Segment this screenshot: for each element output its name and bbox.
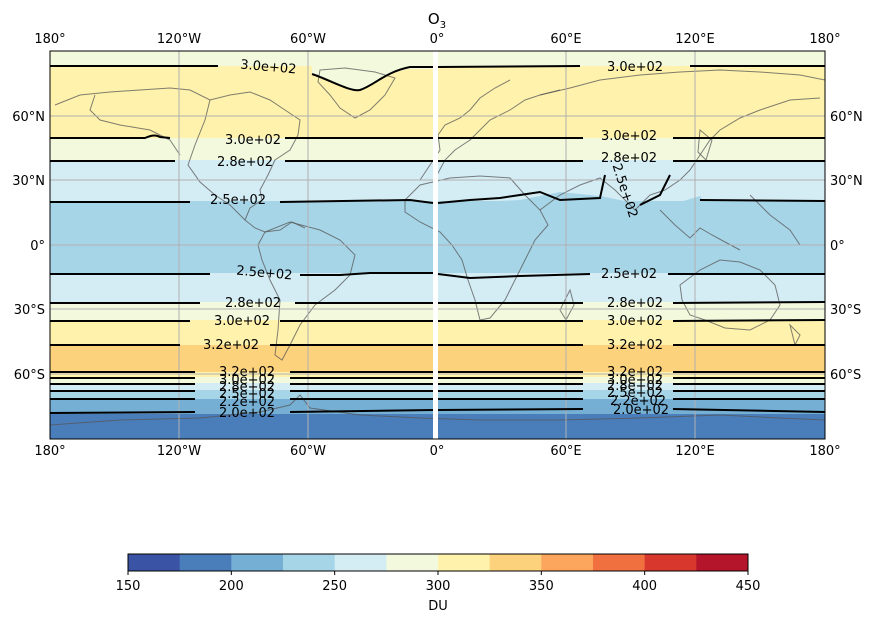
colorbar-tick-label: 250 xyxy=(322,579,347,594)
lon-tick: 0° xyxy=(430,444,445,459)
lon-tick: 180° xyxy=(34,444,65,459)
colorbar-swatch xyxy=(179,554,232,571)
meridian-seam xyxy=(433,51,438,439)
lon-ticks-top: 180° 120°W 60°W 0° 60°E 120°E 180° xyxy=(34,32,840,47)
lat-tick: 30°S xyxy=(14,303,45,318)
lat-tick: 30°S xyxy=(830,303,861,318)
lat-tick: 30°N xyxy=(12,174,45,189)
lat-tick: 60°S xyxy=(14,368,45,383)
colorbar-swatch xyxy=(438,554,491,571)
contour-labels: 3.0e+02 3.0e+02 3.0e+02 3.0e+02 2.8e+02 … xyxy=(203,58,669,421)
contour-label: 2.5e+02 xyxy=(236,264,293,284)
contour-label: 2.8e+02 xyxy=(219,380,275,395)
contour-label: 2.0e+02 xyxy=(613,403,669,418)
colorbar-swatch xyxy=(644,554,697,571)
contour-label: 3.0e+02 xyxy=(240,58,297,78)
colorbar-tick-label: 150 xyxy=(116,579,141,594)
lon-tick: 60°E xyxy=(550,32,581,47)
colorbar-swatch xyxy=(334,554,387,571)
contour-label: 3.0e+02 xyxy=(607,314,663,329)
colorbar-tick-label: 350 xyxy=(529,579,554,594)
contour-label: 2.5e+02 xyxy=(607,386,663,401)
lon-tick: 180° xyxy=(809,444,840,459)
colorbar-swatch xyxy=(541,554,594,571)
contour-label: 2.2e+02 xyxy=(610,394,666,409)
colorbar-ticks: 150 200 250 300 350 400 450 xyxy=(116,571,761,594)
lon-tick: 120°E xyxy=(675,444,715,459)
colorbar-swatches xyxy=(128,554,749,571)
contour-label: 2.8e+02 xyxy=(607,296,663,311)
contour-label: 3.2e+02 xyxy=(203,338,259,353)
lon-tick: 180° xyxy=(809,32,840,47)
colorbar-swatch xyxy=(128,554,181,571)
lat-ticks-right: 60°N 30°N 0° 30°S 60°S xyxy=(830,110,863,383)
chart-title: O3 xyxy=(428,10,446,31)
lon-ticks-bottom: 180° 120°W 60°W 0° 60°E 120°E 180° xyxy=(34,444,840,459)
colorbar-tick-label: 200 xyxy=(219,579,244,594)
lon-tick: 0° xyxy=(430,32,445,47)
lon-tick: 60°E xyxy=(550,444,581,459)
map-frame xyxy=(49,50,826,440)
colorbar-tick-label: 450 xyxy=(736,579,761,594)
lon-tick: 120°W xyxy=(157,32,201,47)
lat-ticks-left: 60°N 30°N 0° 30°S 60°S xyxy=(12,110,45,383)
coastlines xyxy=(50,67,825,426)
contour-label: 2.8e+02 xyxy=(225,296,281,311)
contour-label: 2.5e+02 xyxy=(219,387,275,402)
lat-tick: 30°N xyxy=(830,174,863,189)
colorbar-tick-label: 300 xyxy=(426,579,451,594)
lon-tick: 120°W xyxy=(157,444,201,459)
contour-label: 3.0e+02 xyxy=(601,129,657,144)
contour-label: 2.5e+02 xyxy=(601,267,657,282)
colorbar-swatch xyxy=(283,554,336,571)
contour-lines xyxy=(50,65,825,414)
colorbar-swatch xyxy=(489,554,542,571)
contour-label: 2.0e+02 xyxy=(219,406,275,421)
colorbar-swatch xyxy=(386,554,439,571)
contour-label: 2.8e+02 xyxy=(607,379,663,394)
contour-label: 3.0e+02 xyxy=(607,373,663,388)
colorbar-label: DU xyxy=(428,599,448,614)
colorbar-tick-label: 400 xyxy=(632,579,657,594)
contour-label: 3.0e+02 xyxy=(219,373,275,388)
lon-tick: 180° xyxy=(34,32,65,47)
lat-tick: 0° xyxy=(30,239,45,254)
colorbar-swatch xyxy=(593,554,646,571)
lon-tick: 60°W xyxy=(290,32,326,47)
contour-label: 3.0e+02 xyxy=(225,133,281,148)
lat-tick: 0° xyxy=(830,239,845,254)
colorbar-swatch xyxy=(696,554,749,571)
lat-tick: 60°N xyxy=(12,110,45,125)
colorbar-swatch xyxy=(231,554,284,571)
contour-label: 3.2e+02 xyxy=(607,338,663,353)
lat-tick: 60°S xyxy=(830,368,861,383)
colorbar: 150 200 250 300 350 400 450 DU xyxy=(116,553,761,614)
lon-tick: 120°E xyxy=(675,32,715,47)
contour-label: 2.5e+02 xyxy=(210,193,266,208)
contour-label: 2.2e+02 xyxy=(219,395,275,410)
contour-label: 3.2e+02 xyxy=(607,365,663,380)
contour-label: 2.8e+02 xyxy=(601,151,657,166)
lat-tick: 60°N xyxy=(830,110,863,125)
contour-label: 2.8e+02 xyxy=(217,155,273,170)
contour-label: 3.2e+02 xyxy=(219,365,275,380)
contour-label: 3.0e+02 xyxy=(607,60,663,75)
lon-tick: 60°W xyxy=(290,444,326,459)
contour-label: 3.0e+02 xyxy=(214,314,270,329)
